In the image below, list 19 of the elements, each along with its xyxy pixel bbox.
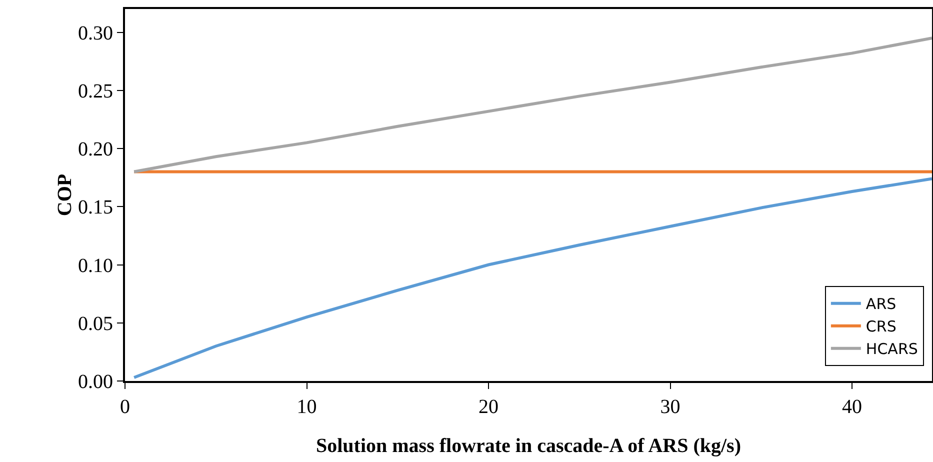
legend-label: HCARS xyxy=(866,340,918,358)
y-tick-label: 0.20 xyxy=(78,138,113,160)
x-tick-label: 10 xyxy=(296,396,317,418)
y-tick-label: 0.10 xyxy=(78,254,113,277)
legend-label: ARS xyxy=(866,295,896,314)
x-tick-label: 40 xyxy=(842,396,862,418)
x-axis-title: Solution mass flowrate in cascade-A of ARS (kg/s) xyxy=(316,435,742,457)
y-tick-label: 0.25 xyxy=(78,80,113,102)
line-series xyxy=(132,36,932,174)
x-tick-label: 30 xyxy=(660,396,680,418)
y-axis-title: COP xyxy=(54,174,76,216)
y-tick-label: 0.05 xyxy=(78,312,113,335)
y-tick-label: 0.15 xyxy=(78,196,113,219)
y-tick-label: 0.30 xyxy=(78,22,113,44)
legend-label: CRS xyxy=(866,318,896,336)
x-tick-label: 0 xyxy=(120,396,130,418)
line-series xyxy=(132,177,932,380)
y-tick-label: 0.00 xyxy=(78,371,113,393)
x-tick-label: 20 xyxy=(478,396,499,418)
